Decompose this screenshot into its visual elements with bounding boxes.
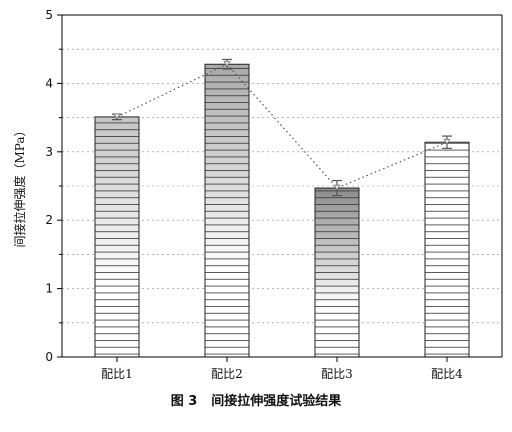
- figure-title: 间接拉伸强度试验结果: [211, 394, 342, 409]
- data-marker-1: [113, 113, 121, 120]
- y-tick-label: 0: [45, 350, 53, 364]
- trend-line: [116, 63, 448, 189]
- x-tick-label: 配比4: [431, 367, 463, 381]
- x-tick-label: 配比2: [211, 367, 243, 381]
- bars: [94, 63, 470, 358]
- figure-caption: 图 3 间接拉伸强度试验结果: [0, 390, 512, 409]
- y-tick-label: 1: [45, 282, 53, 296]
- x-tick-label: 配比3: [321, 367, 353, 381]
- y-tick-label: 5: [45, 8, 53, 22]
- bar-3: [314, 187, 360, 358]
- trend-polyline: [116, 63, 448, 189]
- tick-labels: 0 1 2 3 4 5 配比1 配比2 配比3 配比4: [45, 8, 463, 381]
- error-bars: [112, 58, 452, 197]
- bar-1: [94, 116, 140, 358]
- bar-2: [204, 63, 250, 358]
- bar-4: [424, 141, 470, 358]
- y-axis-title: 间接拉伸强度（MPa）: [12, 125, 27, 248]
- x-tick-label: 配比1: [101, 367, 133, 381]
- data-marker-2: [223, 60, 231, 67]
- y-tick-label: 3: [45, 145, 53, 159]
- figure-number: 图 3: [170, 394, 198, 409]
- y-tick-label: 2: [45, 213, 53, 227]
- y-tick-label: 4: [45, 76, 53, 90]
- bar-chart: 0 1 2 3 4 5 配比1 配比2 配比3 配比4 间接拉伸强度（MPa）: [12, 8, 503, 381]
- data-marker-4: [443, 138, 451, 145]
- data-marker-3: [333, 184, 341, 191]
- axes: [57, 14, 503, 362]
